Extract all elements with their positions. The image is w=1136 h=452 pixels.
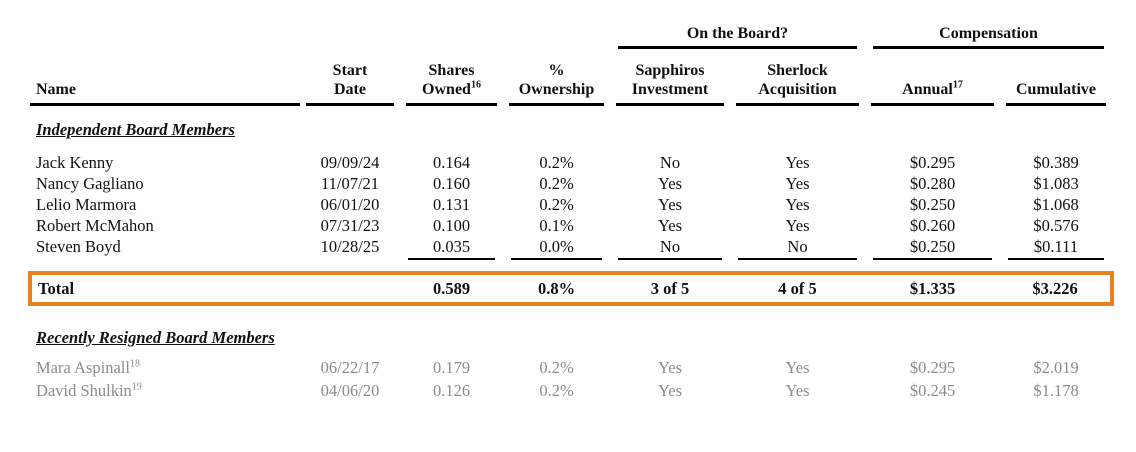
cumulative-comp: $0.576 — [1033, 216, 1079, 235]
sherlock-board: No — [730, 236, 865, 263]
footnote-ref-18: 18 — [129, 358, 140, 370]
group-header-on-the-board: On the Board? — [610, 22, 865, 49]
sherlock-board: Yes — [785, 174, 810, 193]
column-header-shares-owned: Shares Owned16 — [400, 49, 503, 106]
shares-owned: 0.035 — [400, 236, 503, 263]
group-header-compensation: Compensation — [865, 22, 1112, 49]
start-date: 04/06/20 — [320, 380, 380, 400]
cumulative-comp: $1.068 — [1033, 195, 1079, 214]
shares-owned: 0.160 — [432, 174, 471, 193]
footnote-ref-19: 19 — [131, 381, 142, 392]
shares-owned: 0.100 — [432, 216, 471, 235]
cumulative-comp: $1.083 — [1033, 174, 1079, 193]
annual-comp: $0.260 — [909, 216, 956, 235]
column-header-sherlock-acquisition: Sherlock Acquisition — [730, 49, 865, 106]
column-header-annual: Annual17 — [865, 49, 1000, 106]
pct-ownership: 0.0% — [503, 236, 610, 263]
sherlock-board: Yes — [785, 153, 810, 172]
member-name: Mara Aspinall18 — [36, 358, 140, 377]
total-sherlock: 4 of 5 — [778, 279, 817, 298]
cumulative-comp: $0.111 — [1000, 236, 1112, 263]
sapphiros-board: Yes — [657, 358, 682, 377]
total-annual: $1.335 — [909, 279, 956, 298]
start-date: 07/31/23 — [320, 216, 380, 235]
section-title-resigned: Recently Resigned Board Members — [36, 328, 275, 347]
annual-comp: $0.245 — [909, 380, 956, 400]
column-header-cumulative: Cumulative — [1000, 49, 1112, 106]
start-date: 06/01/20 — [320, 195, 380, 214]
table-row: Jack Kenny 09/09/24 0.164 0.2% No Yes $0… — [30, 152, 1112, 173]
shares-owned: 0.131 — [432, 195, 471, 214]
sapphiros-board: Yes — [657, 380, 682, 400]
footnote-ref-16: 16 — [470, 79, 481, 91]
column-header-row: Name Start Date Shares Owned16 % Ownership … — [30, 49, 1112, 106]
column-header-sapphiros-investment: Sapphiros Investment — [610, 49, 730, 106]
start-date: 11/07/21 — [320, 174, 380, 193]
total-cumulative: $3.226 — [1032, 279, 1078, 298]
sapphiros-board: Yes — [657, 195, 682, 214]
table-row: Lelio Marmora 06/01/20 0.131 0.2% Yes Ye… — [30, 194, 1112, 215]
table-row: David Shulkin19 04/06/20 0.126 0.2% Yes … — [30, 380, 1112, 403]
member-name: Nancy Gagliano — [36, 174, 144, 193]
pct-ownership: 0.2% — [539, 358, 574, 377]
group-header-on-the-board-label: On the Board? — [618, 25, 857, 49]
member-name: Robert McMahon — [36, 216, 154, 235]
board-members-table: On the Board? Compensation Name Start Dat… — [28, 22, 1114, 402]
sapphiros-board: Yes — [657, 174, 682, 193]
spacer-row — [30, 263, 1112, 273]
member-name: Jack Kenny — [36, 153, 114, 172]
cumulative-comp: $1.178 — [1033, 380, 1079, 400]
sherlock-board: Yes — [785, 358, 810, 377]
total-row: Total 0.589 0.8% 3 of 5 4 of 5 $1.335 $3… — [30, 273, 1112, 304]
sapphiros-board: No — [659, 153, 681, 172]
start-date: 09/09/24 — [320, 153, 380, 172]
group-header-spacer — [30, 22, 610, 49]
group-header-compensation-label: Compensation — [873, 25, 1104, 49]
annual-comp: $0.280 — [909, 174, 956, 193]
section-title-independent: Independent Board Members — [36, 120, 235, 139]
annual-comp: $0.295 — [909, 153, 956, 172]
column-header-pct-ownership: % Ownership — [503, 49, 610, 106]
shares-owned: 0.126 — [432, 380, 471, 400]
cumulative-comp: $0.389 — [1033, 153, 1079, 172]
pct-ownership: 0.2% — [539, 195, 574, 214]
table-row: Nancy Gagliano 11/07/21 0.160 0.2% Yes Y… — [30, 173, 1112, 194]
sherlock-board: Yes — [785, 380, 810, 400]
table-row: Steven Boyd 10/28/25 0.035 0.0% No No $0… — [30, 236, 1112, 263]
column-header-name: Name — [30, 49, 300, 106]
table-row: Robert McMahon 07/31/23 0.100 0.1% Yes Y… — [30, 215, 1112, 236]
total-pct-ownership: 0.8% — [537, 279, 576, 298]
start-date: 10/28/25 — [320, 237, 380, 256]
start-date: 06/22/17 — [320, 358, 380, 377]
pct-ownership: 0.2% — [539, 380, 574, 400]
sapphiros-board: Yes — [657, 216, 682, 235]
pct-ownership: 0.2% — [539, 174, 574, 193]
sherlock-board: Yes — [785, 195, 810, 214]
total-sapphiros: 3 of 5 — [650, 279, 690, 298]
sapphiros-board: No — [610, 236, 730, 263]
footnote-ref-17: 17 — [952, 79, 963, 91]
member-name: Steven Boyd — [36, 237, 121, 256]
annual-comp: $0.250 — [909, 195, 956, 214]
section-row-resigned: Recently Resigned Board Members — [30, 304, 1112, 357]
total-label: Total — [38, 279, 75, 298]
sherlock-board: Yes — [785, 216, 810, 235]
section-row-independent: Independent Board Members — [30, 106, 1112, 152]
annual-comp: $0.250 — [865, 236, 1000, 263]
total-start-date — [300, 273, 400, 304]
shares-owned: 0.179 — [432, 358, 471, 377]
pct-ownership: 0.2% — [539, 153, 574, 172]
column-header-name-label: Name — [36, 81, 76, 99]
total-shares-owned: 0.589 — [432, 279, 471, 298]
table-row: Mara Aspinall18 06/22/17 0.179 0.2% Yes … — [30, 357, 1112, 380]
group-header-row: On the Board? Compensation — [30, 22, 1112, 49]
member-name: David Shulkin19 — [36, 380, 142, 400]
shares-owned: 0.164 — [432, 153, 471, 172]
column-header-start-date: Start Date — [300, 49, 400, 106]
annual-comp: $0.295 — [909, 358, 956, 377]
cumulative-comp: $2.019 — [1033, 358, 1079, 377]
member-name: Lelio Marmora — [36, 195, 137, 214]
pct-ownership: 0.1% — [539, 216, 574, 235]
